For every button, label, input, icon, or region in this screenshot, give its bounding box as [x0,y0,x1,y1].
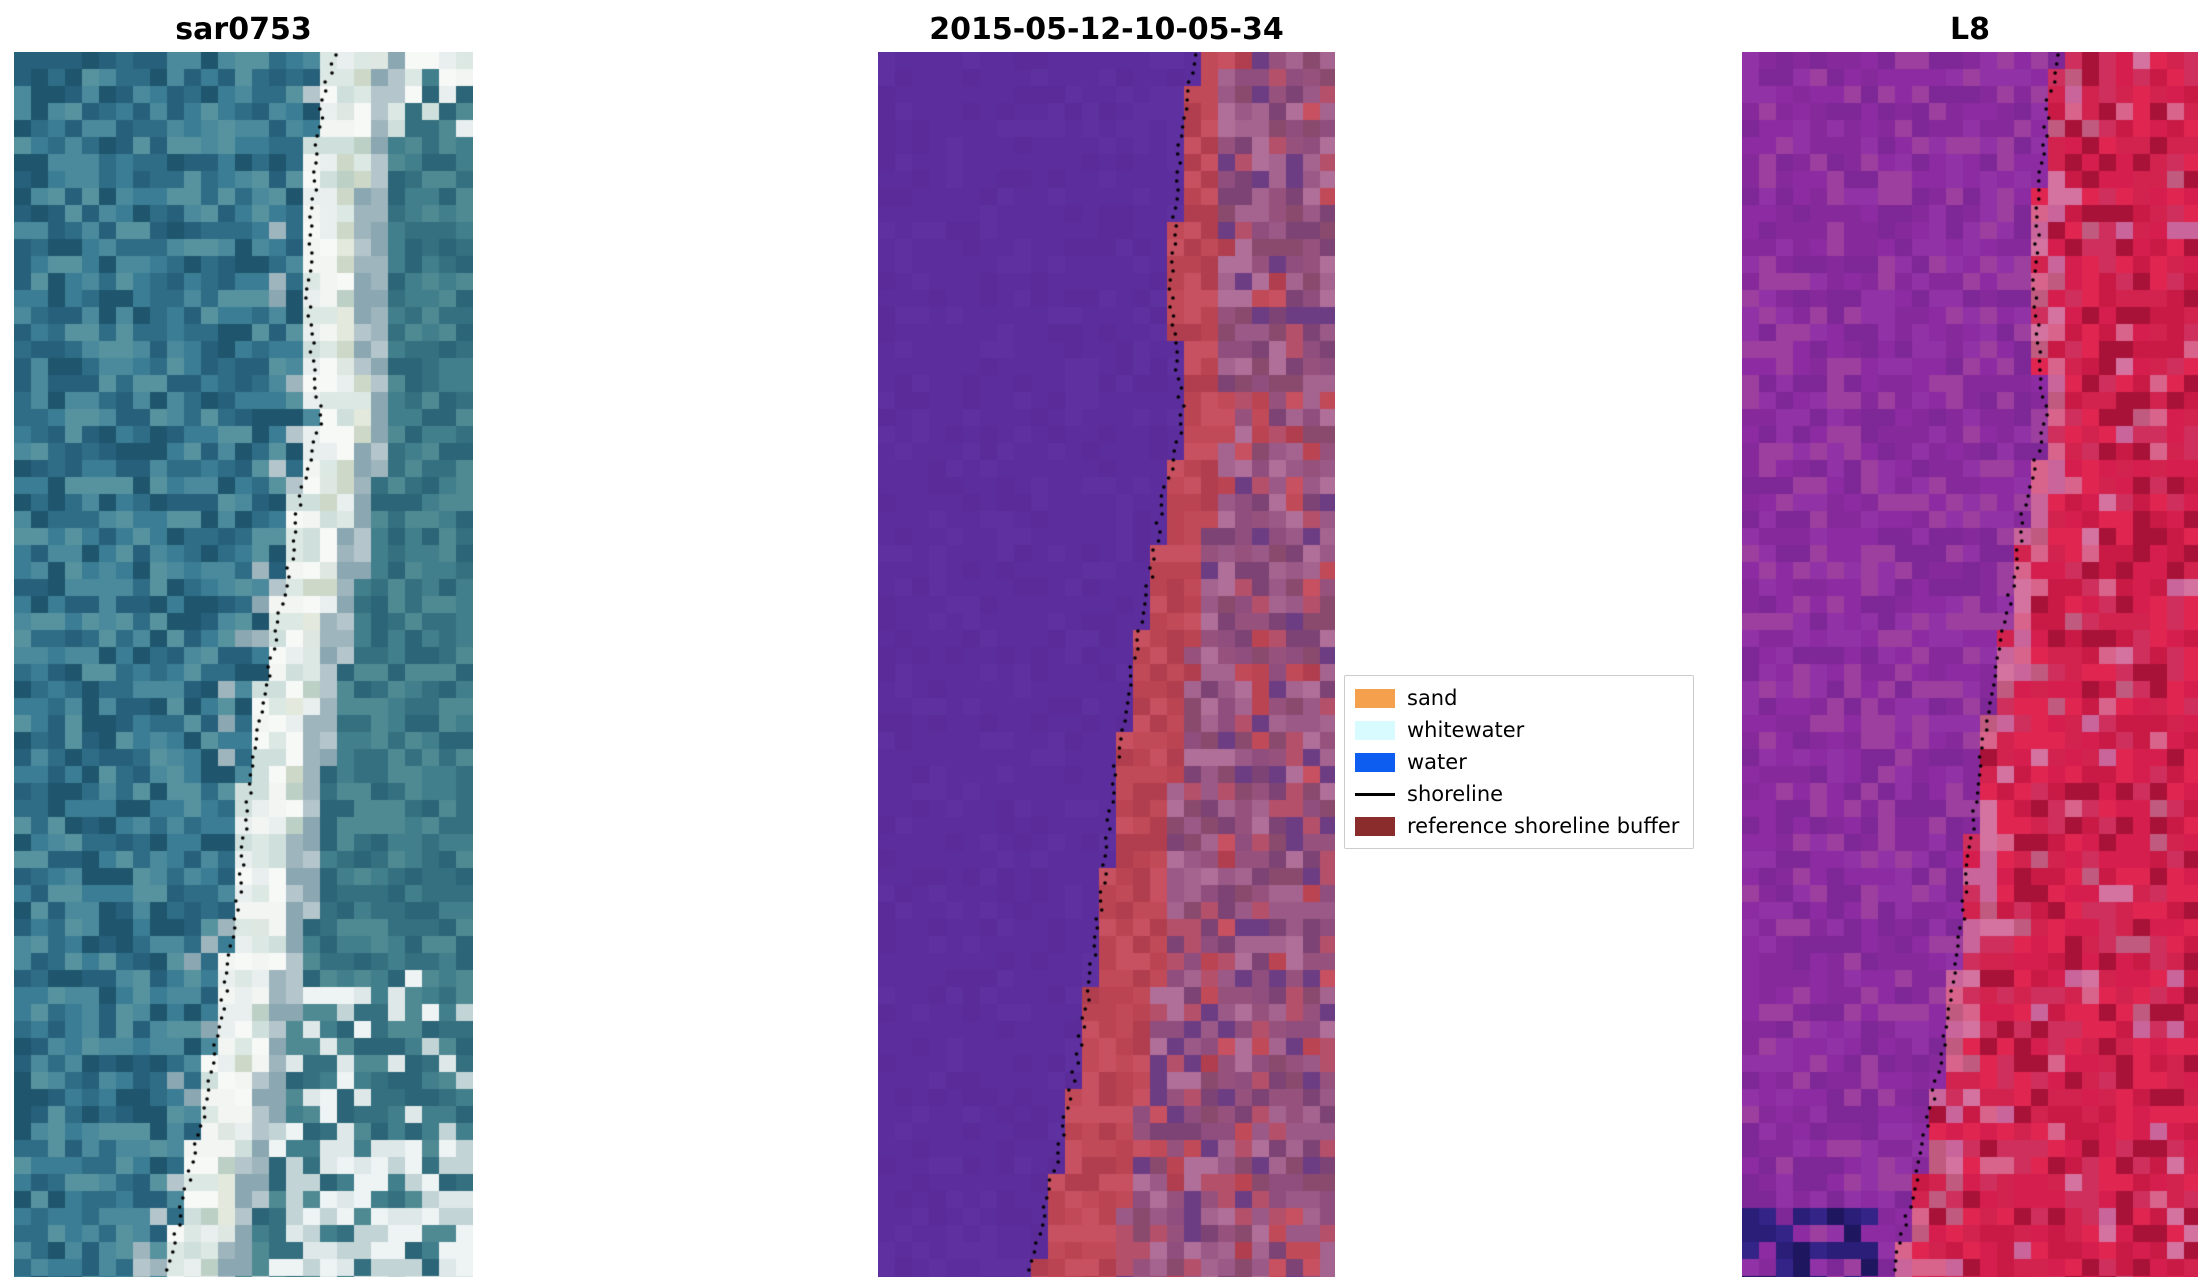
panel-title-sar0753: sar0753 [175,12,312,47]
panel-l8: L8 [1742,8,2198,1277]
panel-title-classified: 2015-05-12-10-05-34 [929,12,1284,47]
legend-label-reference-shoreline-buffer: reference shoreline buffer [1407,814,1680,838]
legend-swatch-sand [1355,688,1395,708]
legend-item-whitewater: whitewater [1355,717,1679,743]
l8-image-canvas [1742,52,2198,1277]
panel-sar0753: sar0753 [14,8,473,1277]
legend-label-water: water [1407,750,1467,774]
legend-label-whitewater: whitewater [1407,718,1525,742]
legend-label-shoreline: shoreline [1407,782,1504,806]
legend: sand whitewater water shoreline referenc… [1344,675,1695,849]
panel-classified: 2015-05-12-10-05-34 [878,8,1335,1277]
classified-image-canvas [878,52,1335,1277]
legend-item-reference-shoreline-buffer: reference shoreline buffer [1355,813,1679,839]
panel-title-l8: L8 [1950,12,1990,47]
legend-swatch-reference-shoreline-buffer [1355,816,1395,836]
legend-label-sand: sand [1407,686,1458,710]
legend-swatch-water [1355,752,1395,772]
sar-image-canvas [14,52,473,1277]
legend-item-shoreline: shoreline [1355,781,1679,807]
legend-item-water: water [1355,749,1679,775]
legend-swatch-whitewater [1355,720,1395,740]
legend-item-sand: sand [1355,685,1679,711]
legend-swatch-shoreline-line [1355,792,1395,796]
